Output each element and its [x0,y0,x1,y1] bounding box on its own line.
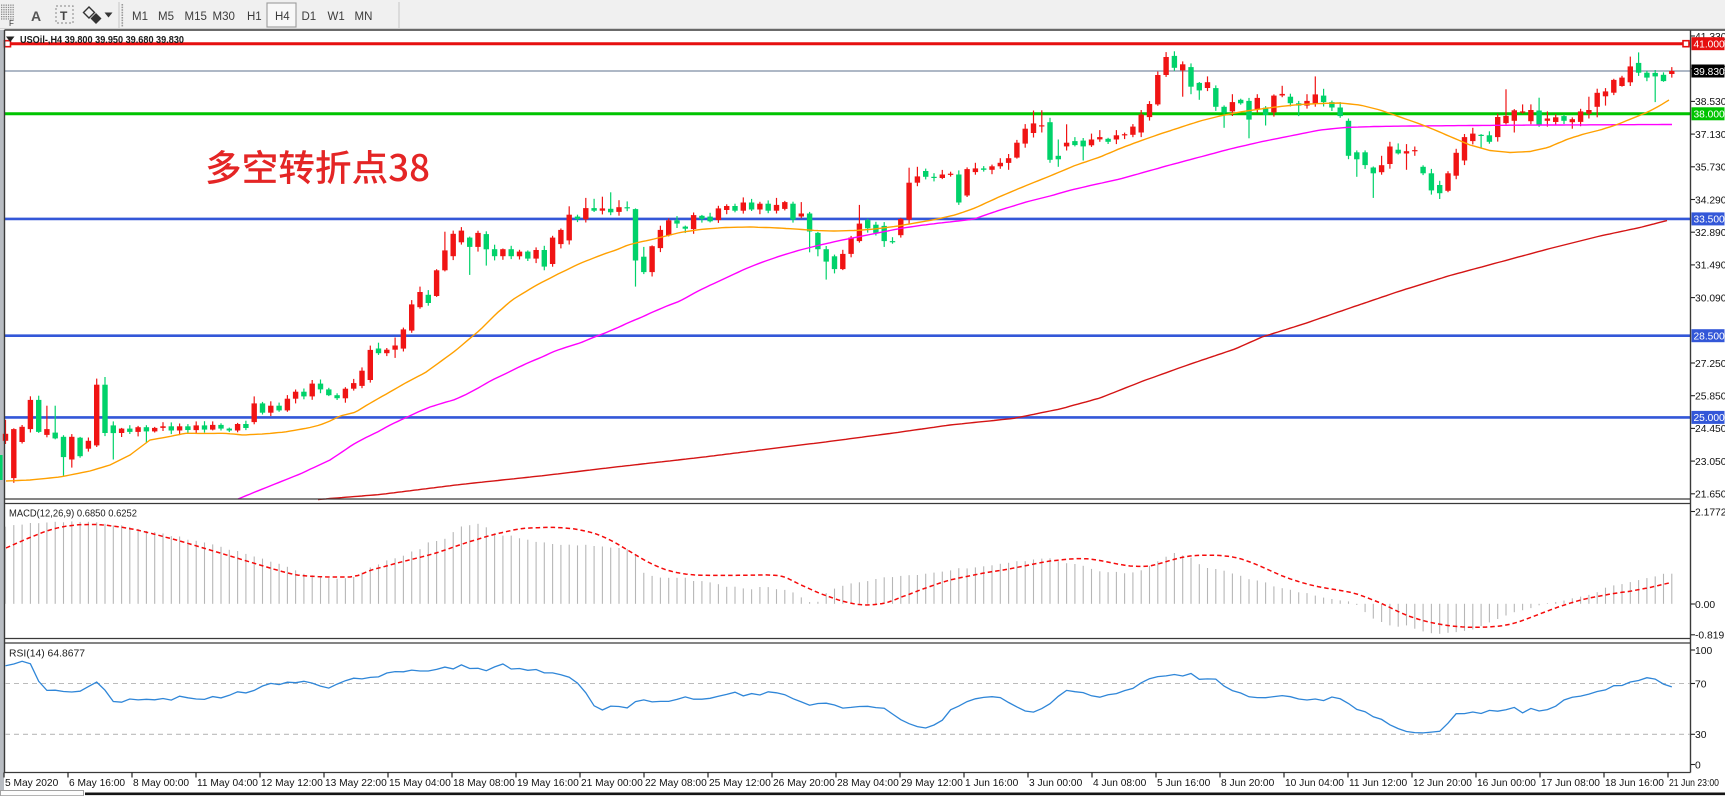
svg-text:28 May 04:00: 28 May 04:00 [837,778,899,789]
svg-text:H1: H1 [247,11,262,23]
svg-text:F: F [9,19,14,28]
svg-text:8 May 00:00: 8 May 00:00 [133,778,189,789]
svg-text:11 May 04:00: 11 May 04:00 [197,778,258,789]
svg-text:6 May 16:00: 6 May 16:00 [69,778,125,789]
svg-text:30.090: 30.090 [1695,293,1725,304]
svg-text:M15: M15 [185,11,207,23]
svg-text:18 Jun 16:00: 18 Jun 16:00 [1605,778,1664,789]
svg-text:37.130: 37.130 [1695,130,1725,141]
svg-text:H4: H4 [275,11,290,23]
svg-text:38.000: 38.000 [1694,110,1725,121]
svg-text:5 May 2020: 5 May 2020 [5,778,59,789]
svg-text:25.850: 25.850 [1695,392,1725,403]
svg-text:70: 70 [1695,679,1707,690]
svg-text:28.500: 28.500 [1694,332,1725,343]
svg-text:100: 100 [1695,646,1712,657]
svg-text:39.830: 39.830 [1694,67,1725,78]
svg-text:RSI(14) 64.8677: RSI(14) 64.8677 [9,647,85,659]
svg-text:27.250: 27.250 [1695,359,1725,370]
svg-text:8 Jun 20:00: 8 Jun 20:00 [1221,778,1275,789]
svg-text:0.00: 0.00 [1695,600,1715,611]
svg-text:-0.819: -0.819 [1695,631,1724,642]
svg-text:11 Jun 12:00: 11 Jun 12:00 [1349,778,1407,789]
svg-text:38.530: 38.530 [1695,97,1725,108]
svg-text:35.730: 35.730 [1695,163,1725,174]
svg-text:MACD(12,26,9) 0.6850 0.6252: MACD(12,26,9) 0.6850 0.6252 [9,507,137,519]
svg-text:25.000: 25.000 [1694,413,1725,424]
svg-text:30: 30 [1695,730,1707,741]
svg-text:W1: W1 [328,11,345,23]
svg-text:4 Jun 08:00: 4 Jun 08:00 [1093,778,1147,789]
svg-text:D1: D1 [302,11,317,23]
svg-text:26 May 20:00: 26 May 20:00 [773,778,835,789]
svg-text:23.050: 23.050 [1695,457,1725,468]
svg-text:1 Jun 16:00: 1 Jun 16:00 [965,778,1019,789]
svg-text:16 Jun 00:00: 16 Jun 00:00 [1477,778,1536,789]
svg-text:M5: M5 [158,11,174,23]
svg-text:MN: MN [355,11,373,23]
svg-text:25 May 12:00: 25 May 12:00 [709,778,771,789]
svg-text:17 Jun 08:00: 17 Jun 08:00 [1541,778,1600,789]
svg-text:M30: M30 [213,11,235,23]
svg-text:0: 0 [1695,760,1701,771]
svg-text:2.1772: 2.1772 [1695,507,1725,518]
svg-text:21.650: 21.650 [1695,490,1725,501]
svg-text:3 Jun 00:00: 3 Jun 00:00 [1029,778,1083,789]
svg-text:12 May 12:00: 12 May 12:00 [261,778,323,789]
svg-text:12 Jun 20:00: 12 Jun 20:00 [1413,778,1472,789]
svg-text:18 May 08:00: 18 May 08:00 [453,778,515,789]
svg-text:32.890: 32.890 [1695,228,1725,239]
svg-text:21 May 00:00: 21 May 00:00 [581,778,643,789]
svg-text:T: T [60,9,68,23]
svg-text:M1: M1 [132,11,148,23]
svg-text:10 Jun 04:00: 10 Jun 04:00 [1285,778,1344,789]
svg-text:22 May 08:00: 22 May 08:00 [645,778,707,789]
svg-text:33.500: 33.500 [1694,215,1725,226]
svg-text:29 May 12:00: 29 May 12:00 [901,778,963,789]
svg-text:USOil-,H4 39.800 39.950 39.68: USOil-,H4 39.800 39.950 39.680 39.830 [20,34,184,46]
svg-text:15 May 04:00: 15 May 04:00 [389,778,451,789]
svg-text:19 May 16:00: 19 May 16:00 [517,778,579,789]
svg-text:41.000: 41.000 [1694,40,1725,51]
svg-text:A: A [31,8,41,24]
svg-text:13 May 22:00: 13 May 22:00 [325,778,387,789]
svg-text:24.450: 24.450 [1695,424,1725,435]
svg-text:31.490: 31.490 [1695,261,1725,272]
svg-text:5 Jun 16:00: 5 Jun 16:00 [1157,778,1211,789]
svg-text:34.290: 34.290 [1695,195,1725,206]
svg-text:21 Jun 23:00: 21 Jun 23:00 [1669,778,1719,789]
